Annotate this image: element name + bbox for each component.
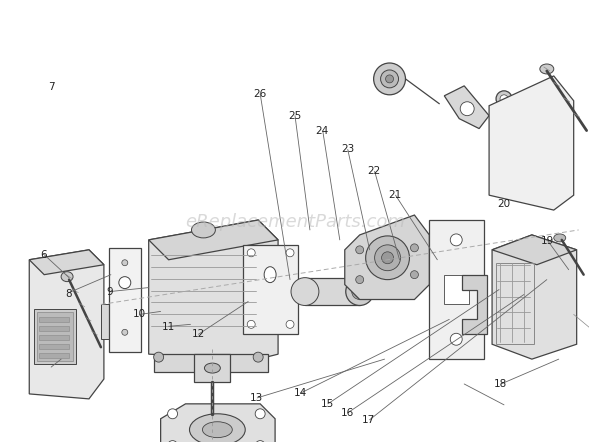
Ellipse shape [264,267,276,283]
Bar [39,353,69,358]
Polygon shape [30,250,104,275]
Ellipse shape [153,352,163,362]
Polygon shape [30,250,104,399]
Ellipse shape [202,422,232,438]
Bar [39,335,69,340]
Text: 15: 15 [321,399,334,409]
Ellipse shape [450,333,462,345]
Ellipse shape [168,441,178,443]
Text: 25: 25 [289,111,301,121]
Ellipse shape [411,271,418,279]
Ellipse shape [286,249,294,257]
Ellipse shape [253,352,263,362]
Ellipse shape [356,276,363,284]
Bar [243,245,298,334]
Bar [101,304,111,339]
Polygon shape [489,76,573,210]
Polygon shape [149,220,278,359]
Ellipse shape [204,363,220,373]
Text: 23: 23 [341,144,355,154]
Bar [153,354,268,372]
Text: 21: 21 [388,190,401,200]
Bar [39,326,69,331]
Ellipse shape [291,278,319,306]
Bar [444,275,469,304]
Bar [37,312,73,361]
Text: 26: 26 [253,89,267,99]
Ellipse shape [122,329,128,335]
Ellipse shape [460,102,474,116]
Ellipse shape [189,414,245,443]
Ellipse shape [381,70,398,88]
Polygon shape [492,235,576,265]
Bar [195,354,230,382]
Text: 9: 9 [107,287,113,297]
Ellipse shape [375,245,401,271]
Polygon shape [345,215,430,299]
Ellipse shape [356,246,363,254]
Ellipse shape [286,320,294,328]
Ellipse shape [255,409,265,419]
Text: 7: 7 [48,82,55,92]
Bar [496,263,534,344]
Polygon shape [149,220,278,260]
Ellipse shape [373,63,405,95]
Ellipse shape [386,75,394,83]
Ellipse shape [366,236,409,280]
Text: 16: 16 [341,408,355,418]
Ellipse shape [500,95,508,103]
Ellipse shape [122,260,128,266]
Ellipse shape [521,97,533,109]
Text: 8: 8 [65,289,72,299]
Text: 10: 10 [133,309,146,319]
Polygon shape [444,86,489,128]
Bar [39,344,69,349]
Ellipse shape [450,234,462,246]
Ellipse shape [168,409,178,419]
Polygon shape [462,275,487,334]
Ellipse shape [346,278,373,306]
Ellipse shape [540,64,554,74]
Ellipse shape [247,249,255,257]
Text: 22: 22 [368,166,381,176]
Ellipse shape [382,252,394,264]
Text: 19: 19 [541,236,554,246]
Text: 12: 12 [192,329,205,339]
Text: 13: 13 [250,392,264,403]
Text: 17: 17 [362,415,375,424]
Bar [109,248,141,352]
Bar [39,317,69,323]
Polygon shape [160,404,275,443]
Bar [430,220,484,359]
Ellipse shape [192,222,215,238]
Text: 14: 14 [294,388,307,398]
Ellipse shape [411,244,418,252]
Ellipse shape [202,409,222,429]
Ellipse shape [554,234,566,242]
Bar [34,310,76,364]
Ellipse shape [255,441,265,443]
Ellipse shape [496,91,512,107]
Bar [305,278,360,306]
Text: 20: 20 [497,199,510,209]
Text: 24: 24 [315,126,328,136]
Text: 11: 11 [162,322,175,332]
Ellipse shape [524,100,530,106]
Ellipse shape [61,272,73,282]
Ellipse shape [352,284,368,299]
Text: 6: 6 [40,249,47,260]
Ellipse shape [247,320,255,328]
Polygon shape [492,235,576,359]
Text: 18: 18 [494,379,507,389]
Ellipse shape [119,276,131,288]
Text: eReplacementParts.com: eReplacementParts.com [185,213,405,231]
